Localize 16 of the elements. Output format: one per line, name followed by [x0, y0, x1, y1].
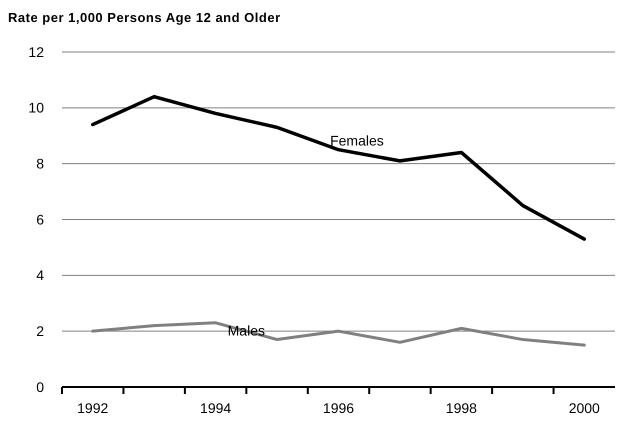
- y-tick-label: 4: [36, 267, 44, 284]
- y-tick-label: 8: [36, 156, 44, 172]
- x-tick-label: 1994: [200, 400, 232, 416]
- line-series: [90, 94, 586, 241]
- x-tick-label: 1992: [77, 400, 108, 416]
- y-tick-label: 12: [28, 44, 44, 60]
- chart-title: Rate per 1,000 Persons Age 12 and Older: [8, 10, 281, 25]
- y-tick-label: 10: [28, 100, 44, 116]
- x-tick-label: 1996: [322, 400, 354, 416]
- y-tick-label: 6: [36, 211, 44, 228]
- x-tick-label: 2000: [568, 400, 600, 416]
- y-tick-label: 0: [36, 378, 44, 395]
- y-tick-label: 2: [36, 323, 44, 340]
- series-label: Females: [330, 132, 384, 149]
- x-tick-label: 1998: [446, 400, 478, 416]
- series-label: Males: [228, 322, 266, 339]
